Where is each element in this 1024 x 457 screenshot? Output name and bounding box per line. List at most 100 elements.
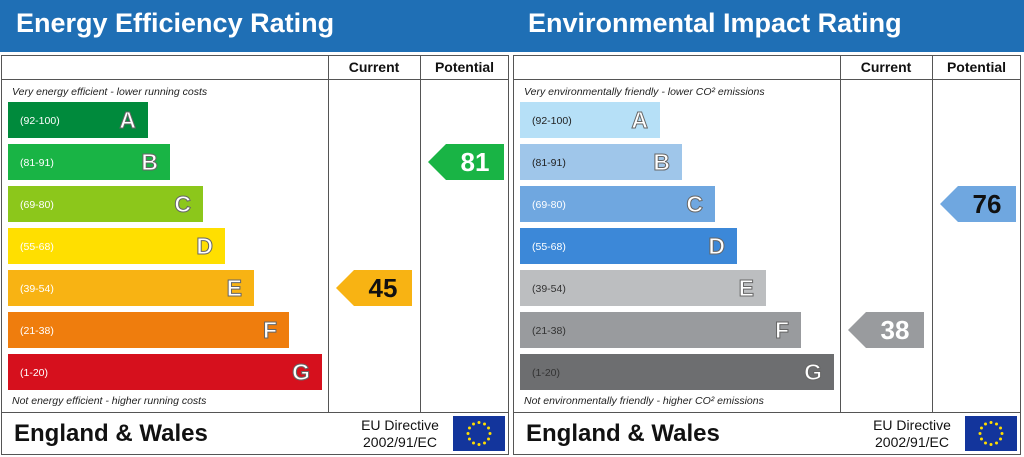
eu-star [483,422,486,426]
eu-star [999,426,1003,430]
header-row-divider [1,79,509,80]
current-rating-arrow: 38 [848,312,924,348]
eu-star [466,432,470,435]
eu-star [1000,432,1004,435]
band-range-label: (69-80) [532,199,566,211]
chart-title: Energy Efficiency Rating [16,8,335,38]
column-divider [932,55,933,413]
band-b: (81-91) B [520,144,682,180]
column-divider [420,55,421,413]
band-range-label: (21-38) [532,325,566,337]
band-a: (92-100) A [8,102,148,138]
band-letter-label: E [738,275,754,302]
band-letter-label: A [119,107,137,134]
footer-region-title: England & Wales [14,420,208,447]
band-f: (21-38) F [520,312,801,348]
eu-star [467,437,471,441]
eu-flag-icon [965,416,1017,451]
column-header-potential: Potential [946,59,1007,75]
band-letter-label: D [196,233,214,260]
eu-directive-line2: 2002/91/EC [363,434,437,450]
eu-star [488,432,492,435]
band-b: (81-91) B [8,144,170,180]
band-letter-label: F [774,317,789,344]
current-rating-arrow: 45 [336,270,412,306]
eu-star [467,426,471,430]
band-e: (39-54) E [8,270,254,306]
eu-star [984,441,987,445]
eu-star [999,437,1003,441]
band-letter-label: A [631,107,649,134]
eu-star [483,441,486,445]
potential-rating-arrow-shape [940,186,1016,222]
current-rating-arrow-shape [336,270,412,306]
eu-directive-line2: 2002/91/EC [875,434,949,450]
potential-rating-arrow: 81 [428,144,504,180]
band-letter-label: G [292,359,311,386]
band-range-label: (92-100) [20,115,60,127]
band-letter-label: C [686,191,704,218]
top-caption: Very energy efficient - lower running co… [12,86,208,98]
band-letter-label: E [226,275,242,302]
band-e: (39-54) E [520,270,766,306]
band-range-label: (81-91) [20,157,54,169]
band-range-label: (92-100) [532,115,572,127]
potential-rating-arrow-value: 81 [461,147,490,177]
eu-star [487,426,491,430]
eu-star [477,421,481,424]
eu-stars-icon [466,421,492,446]
eu-star [995,441,998,445]
potential-rating-arrow-shape [428,144,504,180]
chart-header: Energy Efficiency Rating [0,0,512,52]
column-header-current: Current [348,59,400,75]
eu-directive-line1: EU Directive [361,417,439,433]
bottom-caption: Not environmentally friendly - higher CO… [524,395,764,407]
footer-divider [513,412,1021,413]
band-g: (1-20) G [520,354,834,390]
band-d: (55-68) D [520,228,737,264]
chart-title: Environmental Impact Rating [528,8,902,38]
band-range-label: (1-20) [532,367,561,379]
band-range-label: (81-91) [532,157,566,169]
top-caption: Very environmentally friendly - lower CO… [524,86,765,98]
eu-star [989,443,993,446]
band-letter-label: B [141,149,159,176]
eu-star [984,422,987,426]
band-a: (92-100) A [520,102,660,138]
eu-directive: EU Directive 2002/91/EC [350,417,450,451]
eu-star [487,437,491,441]
eu-star [477,443,481,446]
band-range-label: (39-54) [532,283,566,295]
band-range-label: (69-80) [20,199,54,211]
footer-divider [1,412,509,413]
band-c: (69-80) C [520,186,715,222]
column-header-potential: Potential [434,59,495,75]
eu-flag-icon [453,416,505,451]
chart-frame [513,55,1021,455]
current-rating-arrow-value: 45 [369,273,398,303]
current-rating-arrow-value: 38 [881,315,910,345]
band-range-label: (1-20) [20,367,49,379]
band-letter-label: G [804,359,823,386]
eu-stars-icon [978,421,1004,446]
band-range-label: (39-54) [20,283,54,295]
environmental-impact-panel: Environmental Impact Rating Current Potent… [512,0,1024,457]
footer-region-title: England & Wales [526,420,720,447]
potential-rating-arrow-value: 76 [973,189,1002,219]
energy-efficiency-panel: Energy Efficiency Rating Current Potential… [0,0,512,455]
band-letter-label: F [262,317,277,344]
band-range-label: (21-38) [20,325,54,337]
band-g: (1-20) G [8,354,322,390]
header-row-divider [513,79,1021,80]
eu-star [472,422,475,426]
eu-star [472,441,475,445]
eu-star [979,426,983,430]
eu-directive: EU Directive 2002/91/EC [862,417,962,451]
eu-star [995,422,998,426]
band-range-label: (55-68) [20,241,54,253]
band-letter-label: C [174,191,192,218]
band-letter-label: B [653,149,671,176]
column-divider [840,55,841,413]
potential-rating-arrow: 76 [940,186,1016,222]
column-divider [328,55,329,413]
